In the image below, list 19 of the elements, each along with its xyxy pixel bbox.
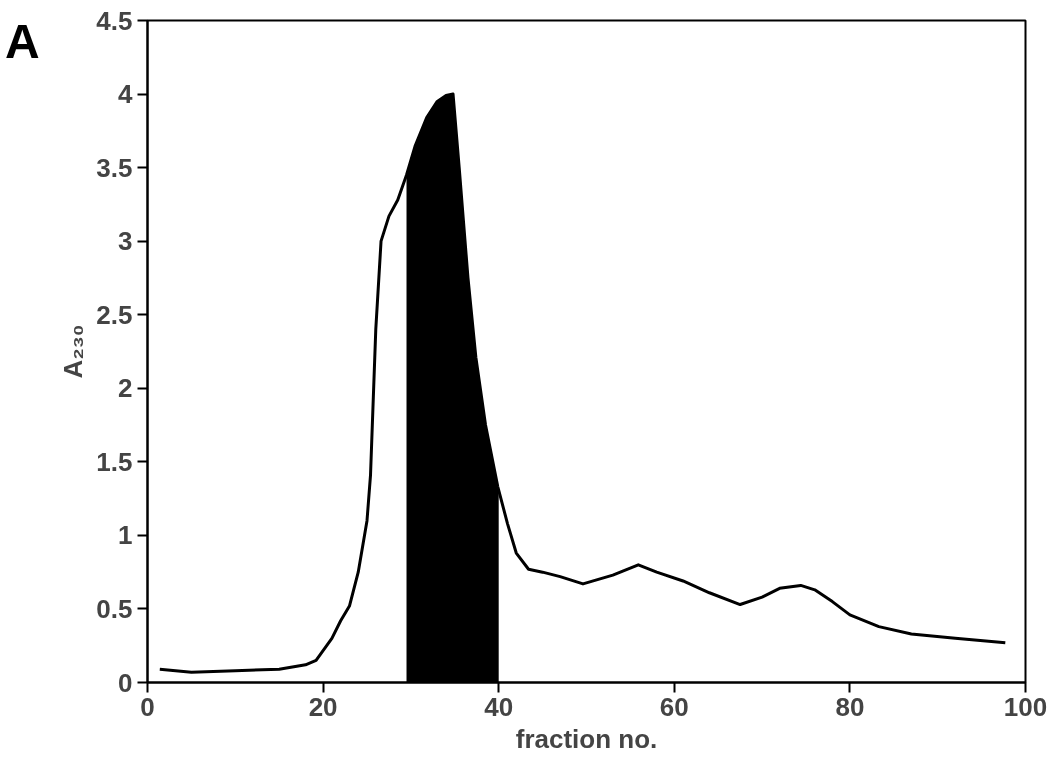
y-axis-title: A₂₃₀: [58, 324, 89, 379]
x-tick-label: 100: [1003, 691, 1048, 722]
x-tick-label: 80: [835, 691, 865, 722]
y-tick-label: 0: [118, 667, 133, 698]
y-tick-label: 3.5: [96, 152, 133, 183]
y-tick-label: 1: [118, 520, 133, 551]
y-tick-label: 2.5: [96, 299, 133, 330]
x-axis-title: fraction no.: [515, 723, 658, 754]
y-tick-label: 1.5: [96, 446, 133, 477]
y-tick-label: 0.5: [96, 593, 133, 624]
y-tick-label: 2: [118, 373, 133, 404]
x-tick-label: 20: [308, 691, 338, 722]
y-tick-label: 3: [118, 226, 133, 257]
x-tick-label: 40: [484, 691, 514, 722]
y-tick-label: 4: [118, 79, 134, 110]
y-tick-label: 4.5: [96, 5, 133, 36]
x-tick-label: 0: [140, 691, 155, 722]
x-tick-label: 60: [659, 691, 689, 722]
text: A: [5, 14, 40, 70]
